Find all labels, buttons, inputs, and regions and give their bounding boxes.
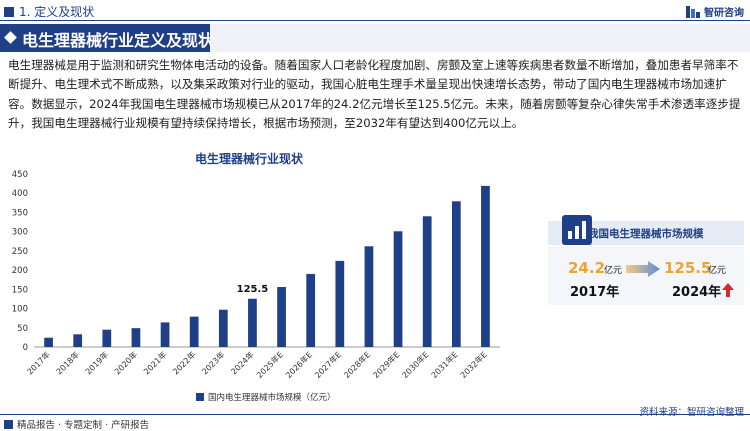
- y-tick-label: 350: [12, 208, 28, 218]
- top-divider: [0, 20, 750, 21]
- y-tick-label: 50: [17, 324, 28, 334]
- x-tick-label: 2022年: [170, 349, 197, 376]
- x-tick-label: 2021年: [141, 349, 168, 376]
- footer-divider: [0, 414, 750, 415]
- footer-tagline: 精品报告 · 专题定制 · 产研报告: [4, 417, 149, 431]
- bar-chart-icon: [562, 215, 592, 245]
- bar: [131, 328, 141, 347]
- bar: [422, 216, 432, 347]
- section-square-icon: [4, 6, 14, 17]
- end-year: 2024年: [672, 285, 722, 300]
- x-tick-label: 2020年: [112, 349, 139, 376]
- bar: [73, 334, 83, 347]
- bar: [218, 309, 228, 347]
- x-tick-label: 2017年: [25, 349, 52, 376]
- market-size-panel: 我国电生理器械市场规模 24.2 亿元 2017年 125.5 亿元 2024年: [548, 215, 744, 305]
- bar: [248, 298, 257, 347]
- chart-title: 电生理器械行业现状: [195, 152, 304, 166]
- bar: [451, 201, 461, 347]
- page-title: 电生理器械行业定义及现状: [22, 31, 215, 50]
- y-tick-label: 300: [12, 228, 28, 238]
- x-tick-label: 2026年E: [283, 349, 314, 380]
- y-tick-label: 100: [12, 305, 28, 315]
- end-unit: 亿元: [708, 266, 727, 276]
- brand-logo-icon: [686, 5, 700, 18]
- right-arrow-icon: [626, 261, 660, 277]
- bar: [44, 337, 53, 347]
- top-bar: 1. 定义及现状 智研咨询: [0, 0, 750, 22]
- x-tick-label: 2019年: [83, 349, 110, 376]
- section-heading: 1. 定义及现状: [4, 3, 94, 20]
- x-tick-label: 2030年E: [400, 349, 431, 380]
- brand: 智研咨询: [686, 4, 744, 19]
- start-value: 24.2: [568, 259, 606, 277]
- intro-paragraph: 电生理器械是用于监测和研究生物体电活动的设备。随着国家人口老龄化程度加剧、房颤及…: [8, 58, 741, 130]
- bar: [160, 322, 170, 347]
- y-tick-label: 250: [12, 247, 28, 257]
- bar: [364, 246, 374, 347]
- y-tick-label: 400: [12, 189, 28, 199]
- bar: [189, 316, 199, 347]
- x-tick-label: 2018年: [54, 349, 81, 376]
- bar: [102, 329, 112, 347]
- source-note: 资料来源：智研咨询整理: [639, 407, 744, 418]
- footer-square-icon: [4, 419, 13, 429]
- y-tick-label: 450: [12, 170, 28, 180]
- title-bar: 电生理器械行业定义及现状: [0, 24, 750, 52]
- x-tick-label: 2029年E: [371, 349, 402, 380]
- bar: [335, 260, 345, 347]
- x-tick-label: 2027年E: [313, 349, 344, 380]
- bar: [306, 273, 316, 347]
- y-tick-label: 0: [23, 343, 28, 353]
- bar: [481, 185, 490, 347]
- bar: [393, 231, 403, 347]
- x-tick-label: 2024年: [229, 349, 256, 376]
- start-year: 2017年: [570, 285, 620, 300]
- end-value: 125.5: [664, 259, 712, 277]
- section-label: 1. 定义及现状: [19, 5, 95, 19]
- x-tick-label: 2032年E: [458, 349, 489, 380]
- legend-swatch: [196, 393, 204, 401]
- bar: [277, 287, 286, 347]
- data-label: 125.5: [237, 284, 269, 295]
- start-unit: 亿元: [604, 266, 623, 276]
- panel-title: 我国电生理器械市场规模: [588, 228, 704, 240]
- y-tick-label: 150: [12, 285, 28, 295]
- x-tick-label: 2031年E: [429, 349, 460, 380]
- x-tick-label: 2023年: [200, 349, 227, 376]
- footer-text: 精品报告 · 专题定制 · 产研报告: [17, 420, 150, 431]
- up-arrow-icon: [722, 283, 734, 297]
- bar-chart: 0 50 100 150 200 250 300 350 400 450 2017年 2018年 201…: [12, 170, 500, 403]
- x-tick-label: 2025年E: [254, 349, 285, 380]
- legend-label: 国内电生理器械市场规模（亿元）: [208, 392, 336, 403]
- y-tick-label: 200: [12, 266, 28, 276]
- x-tick-label: 2028年E: [342, 349, 373, 380]
- brand-name: 智研咨询: [704, 8, 744, 19]
- panel-body: [548, 247, 744, 305]
